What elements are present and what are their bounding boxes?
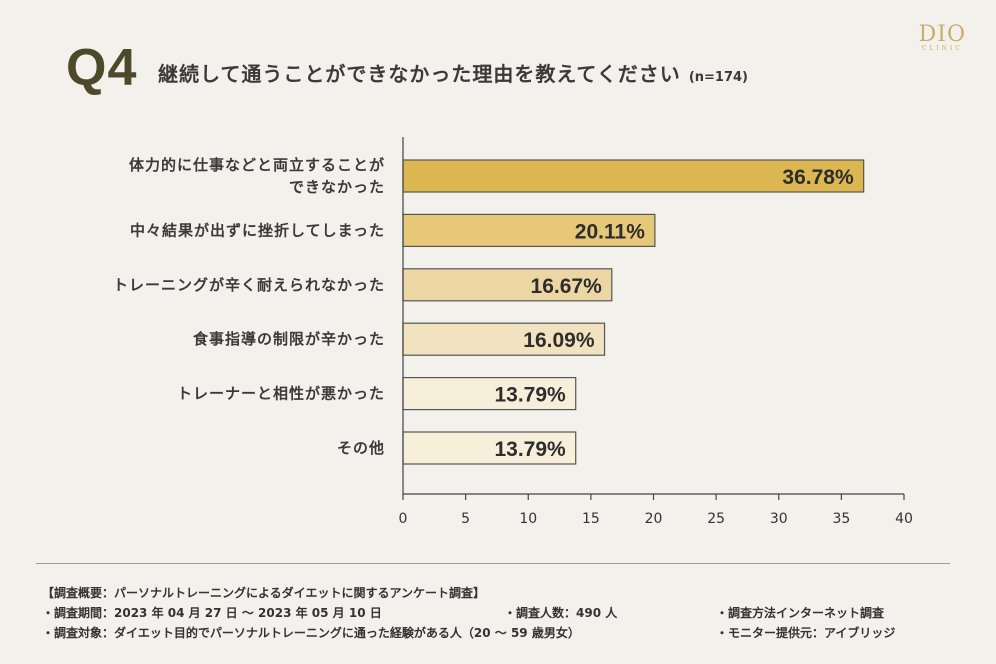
x-tick-label: 10 <box>519 511 537 527</box>
clinic-logo: DIO CLINIC <box>919 22 966 52</box>
summary-provider: ・モニター提供元：アイブリッジ <box>716 626 896 640</box>
x-tick-label: 15 <box>582 511 600 527</box>
x-tick-label: 5 <box>461 511 470 527</box>
bar-value-label: 13.79% <box>494 384 566 407</box>
x-tick-label: 30 <box>770 511 788 527</box>
summary-heading: 【調査概要：パーソナルトレーニングによるダイエットに関するアンケート調査】 <box>42 586 486 600</box>
summary-count: ・調査人数：490 人 <box>504 606 618 620</box>
category-label: 中々結果が出ずに挫折してしまった <box>130 221 385 239</box>
category-label: 体力的に仕事などと両立することが <box>129 156 385 174</box>
bar-value-label: 20.11% <box>575 220 645 243</box>
bar <box>402 322 606 356</box>
x-tick-label: 0 <box>399 511 408 527</box>
x-tick-label: 25 <box>707 511 725 527</box>
bar <box>402 213 656 247</box>
summary-period: ・調査期間：2023 年 04 月 27 日 ～ 2023 年 05 月 10 … <box>42 606 382 620</box>
bar-value-label: 36.78% <box>782 166 854 189</box>
summary-target: ・調査対象：ダイエット目的でパーソナルトレーニングに通った経験がある人（20 ～… <box>42 626 580 640</box>
question-text: 継続して通うことができなかった理由を教えてください <box>158 62 681 86</box>
x-tick-label: 35 <box>832 511 850 527</box>
category-label: トレーナーと相性が悪かった <box>177 385 385 403</box>
logo-sub: CLINIC <box>921 45 963 52</box>
logo-word: DIO <box>918 22 966 47</box>
bar-value-label: 16.09% <box>523 329 595 352</box>
survey-summary: 【調査概要：パーソナルトレーニングによるダイエットに関するアンケート調査】 ・調… <box>42 583 962 643</box>
category-label: できなかった <box>289 178 385 196</box>
category-label: 食事指導の制限が辛かった <box>193 330 385 348</box>
bar-value-label: 16.67% <box>531 275 603 298</box>
bar <box>402 159 865 193</box>
question-number: Q4 <box>66 39 138 97</box>
bar <box>402 377 577 411</box>
x-tick-label: 40 <box>895 511 913 527</box>
x-tick-label: 20 <box>645 511 663 527</box>
category-label: トレーニングが辛く耐えられなかった <box>113 276 385 294</box>
divider <box>36 563 950 564</box>
bar <box>402 431 577 465</box>
bar-value-label: 13.79% <box>494 438 566 461</box>
question-title: 継続して通うことができなかった理由を教えてください (n=174) <box>158 58 748 87</box>
sample-size: (n=174) <box>688 70 748 85</box>
summary-method: ・調査方法インターネット調査 <box>716 606 885 620</box>
category-label: その他 <box>337 439 385 457</box>
